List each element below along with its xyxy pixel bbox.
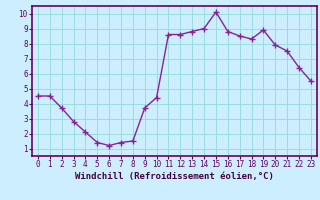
X-axis label: Windchill (Refroidissement éolien,°C): Windchill (Refroidissement éolien,°C) [75, 172, 274, 181]
